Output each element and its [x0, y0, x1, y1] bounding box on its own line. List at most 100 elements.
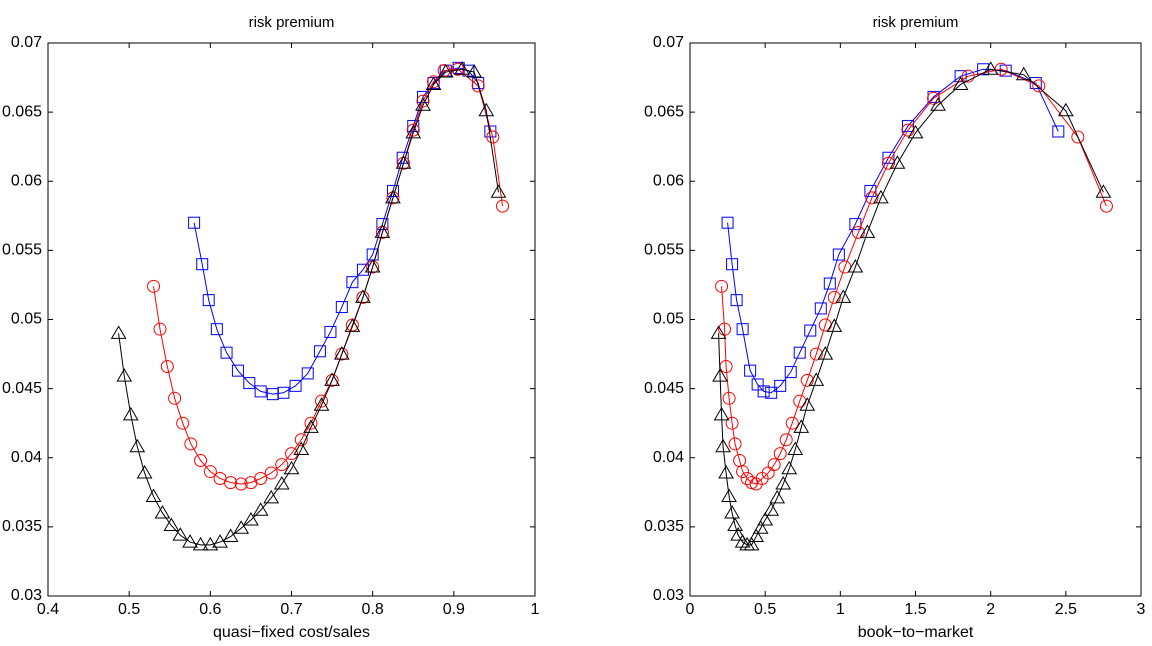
marker	[325, 373, 339, 387]
marker	[827, 290, 841, 304]
x-tick-label: 2.5	[1055, 601, 1077, 618]
marker	[859, 224, 876, 238]
marker	[757, 385, 770, 398]
marker	[304, 416, 318, 430]
marker	[335, 301, 348, 314]
x-tick-label: 0.9	[443, 601, 465, 618]
marker	[715, 438, 731, 453]
marker	[744, 364, 757, 377]
marker	[767, 458, 781, 472]
y-tick-label: 0.055	[2, 242, 42, 259]
series-line	[727, 68, 1059, 394]
marker	[823, 277, 836, 290]
marker	[254, 385, 267, 398]
marker	[234, 477, 248, 491]
x-axis-label: quasi−fixed cost/sales	[213, 624, 370, 641]
y-tick-label: 0.04	[653, 449, 684, 466]
marker	[728, 437, 742, 451]
marker	[182, 534, 198, 548]
marker	[721, 216, 734, 229]
axes-box	[47, 42, 536, 597]
marker	[254, 471, 268, 485]
marker	[726, 258, 739, 271]
marker	[1057, 102, 1074, 117]
marker	[730, 527, 746, 541]
x-tick-label: 1.5	[904, 601, 926, 618]
marker	[364, 258, 381, 273]
marker	[743, 536, 760, 551]
marker	[1029, 77, 1042, 90]
marker	[775, 476, 792, 490]
marker	[243, 511, 259, 526]
y-tick-label: 0.05	[653, 311, 684, 328]
marker	[712, 368, 728, 382]
marker	[176, 416, 190, 430]
marker	[718, 322, 732, 336]
series-line	[193, 67, 491, 395]
marker	[907, 124, 924, 139]
marker	[395, 155, 412, 169]
marker	[224, 476, 238, 490]
marker	[752, 520, 769, 534]
marker	[889, 155, 906, 169]
marker	[1099, 199, 1113, 213]
marker	[375, 225, 389, 239]
marker	[1032, 79, 1046, 93]
y-tick-label: 0.065	[644, 103, 684, 120]
series-line	[153, 68, 504, 485]
marker	[136, 464, 153, 479]
marker	[724, 505, 740, 519]
marker	[153, 322, 167, 336]
marker	[203, 465, 217, 479]
y-tick-label: 0.03	[11, 587, 42, 604]
marker	[427, 75, 441, 89]
marker	[961, 69, 975, 83]
marker	[415, 97, 431, 111]
marker	[110, 325, 127, 339]
marker	[160, 360, 174, 374]
marker	[725, 416, 739, 430]
series-line	[118, 68, 499, 546]
marker	[722, 391, 736, 405]
marker	[122, 406, 139, 421]
marker	[952, 76, 969, 90]
marker	[800, 373, 814, 387]
marker	[471, 79, 485, 93]
marker	[734, 534, 751, 548]
y-tick-label: 0.05	[11, 311, 42, 328]
x-axis-label: book−to−market	[858, 624, 974, 641]
marker	[210, 323, 223, 336]
marker	[713, 406, 730, 421]
marker	[835, 289, 852, 303]
y-tick-label: 0.035	[644, 518, 684, 535]
y-tick-label: 0.06	[653, 172, 684, 189]
marker	[231, 364, 244, 377]
x-tick-label: 1	[531, 601, 540, 618]
marker	[196, 258, 209, 271]
marker	[405, 124, 422, 139]
x-tick-label: 0.8	[362, 601, 384, 618]
marker	[154, 505, 171, 519]
marker	[774, 379, 787, 392]
y-tick-label: 0.07	[11, 34, 42, 51]
marker	[832, 248, 845, 261]
marker	[315, 394, 329, 408]
marker	[243, 377, 256, 390]
marker	[873, 189, 889, 204]
marker	[335, 347, 349, 361]
marker	[808, 372, 825, 386]
y-tick-label: 0.055	[644, 242, 684, 259]
marker	[1052, 125, 1065, 138]
x-tick-label: 1	[836, 601, 845, 618]
y-tick-label: 0.045	[644, 380, 684, 397]
marker	[730, 294, 743, 307]
marker	[192, 536, 209, 551]
marker	[374, 224, 391, 238]
marker	[1071, 130, 1085, 144]
x-tick-label: 2	[986, 601, 995, 618]
series-line	[718, 68, 1104, 546]
marker	[793, 419, 810, 433]
marker	[172, 527, 189, 541]
